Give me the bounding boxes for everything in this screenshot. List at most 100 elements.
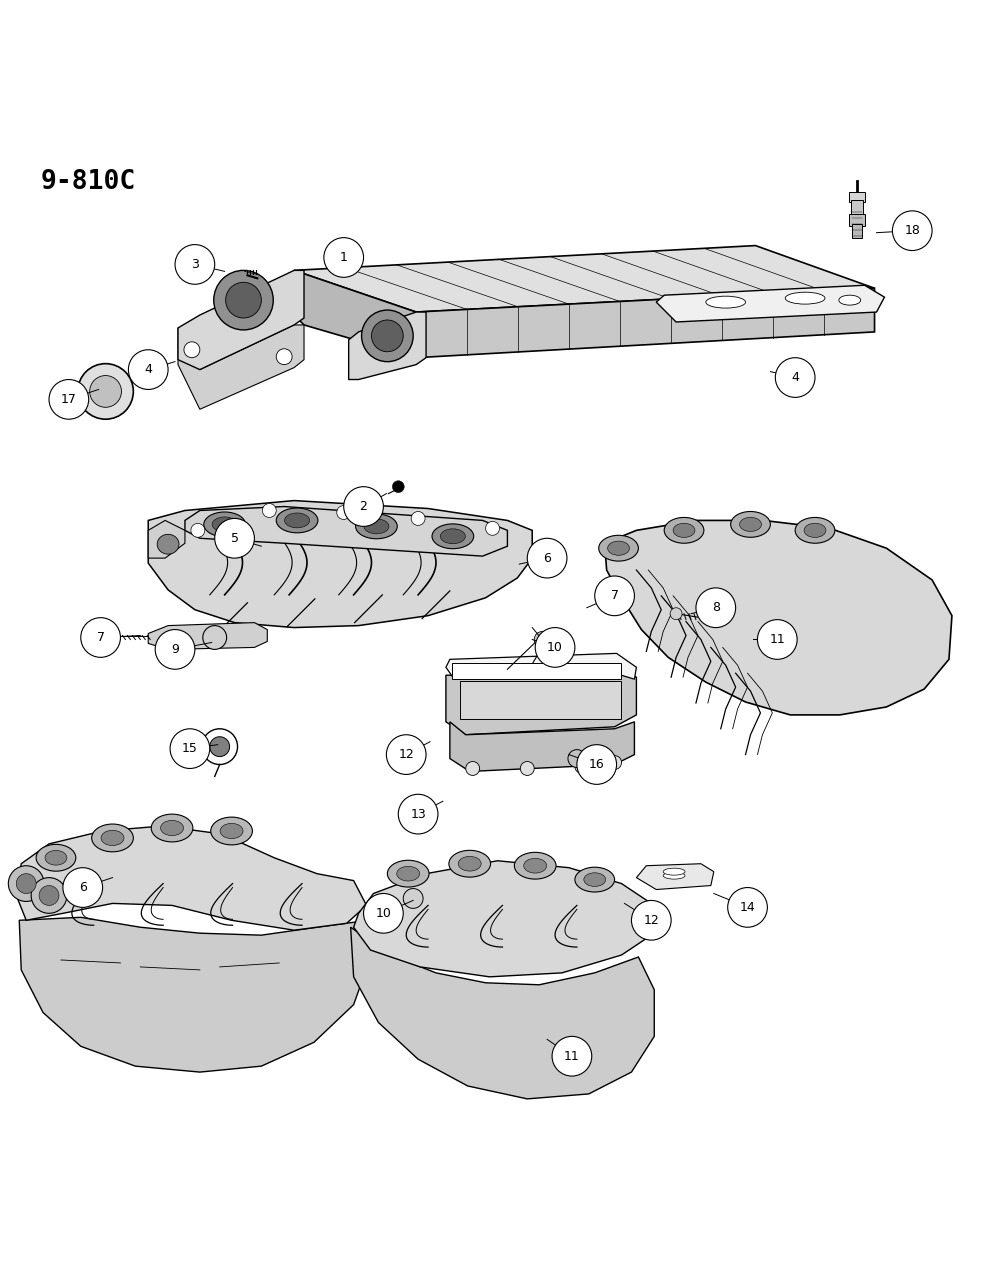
Circle shape (262, 504, 276, 518)
Polygon shape (350, 927, 654, 1099)
Polygon shape (656, 286, 884, 323)
Text: 10: 10 (547, 641, 563, 654)
Text: 4: 4 (790, 371, 798, 384)
Bar (848, 193, 864, 201)
Polygon shape (445, 669, 636, 734)
Polygon shape (294, 246, 874, 312)
Text: 6: 6 (543, 552, 551, 565)
Ellipse shape (101, 830, 124, 845)
Circle shape (485, 521, 499, 536)
Text: 15: 15 (182, 742, 198, 755)
Text: 6: 6 (79, 881, 86, 894)
Ellipse shape (45, 850, 67, 866)
Polygon shape (353, 861, 651, 977)
Text: 3: 3 (191, 258, 199, 270)
Polygon shape (449, 722, 634, 771)
Ellipse shape (160, 820, 183, 835)
Ellipse shape (448, 850, 490, 877)
Circle shape (128, 349, 168, 389)
Circle shape (184, 342, 200, 358)
Circle shape (214, 270, 273, 330)
Polygon shape (604, 520, 951, 715)
Ellipse shape (355, 514, 397, 539)
Ellipse shape (739, 518, 760, 532)
Ellipse shape (440, 529, 465, 543)
Circle shape (756, 620, 796, 659)
Circle shape (411, 511, 424, 525)
Circle shape (695, 588, 735, 627)
Text: 13: 13 (410, 807, 425, 821)
Text: 7: 7 (610, 589, 618, 602)
Circle shape (16, 873, 36, 894)
Ellipse shape (276, 507, 318, 533)
Ellipse shape (387, 861, 428, 887)
Ellipse shape (211, 817, 252, 845)
Circle shape (276, 349, 292, 365)
Polygon shape (19, 917, 368, 1072)
Circle shape (191, 524, 205, 537)
Ellipse shape (364, 519, 389, 534)
Text: 12: 12 (398, 748, 414, 761)
Text: 12: 12 (643, 914, 658, 927)
Circle shape (89, 376, 121, 407)
Circle shape (607, 756, 621, 770)
Text: 7: 7 (96, 631, 104, 644)
Circle shape (577, 745, 616, 784)
Polygon shape (348, 312, 425, 380)
Circle shape (78, 363, 133, 419)
Ellipse shape (673, 523, 694, 538)
Polygon shape (148, 501, 532, 627)
Circle shape (81, 617, 120, 658)
Circle shape (552, 1037, 591, 1076)
Ellipse shape (91, 824, 133, 852)
Circle shape (774, 358, 814, 398)
Ellipse shape (514, 852, 556, 878)
Text: 14: 14 (739, 901, 754, 914)
Bar (850, 200, 862, 215)
Ellipse shape (730, 511, 769, 537)
Bar (459, 681, 620, 719)
Ellipse shape (431, 524, 473, 548)
Polygon shape (16, 826, 366, 931)
Polygon shape (185, 506, 507, 556)
Circle shape (535, 627, 575, 667)
Bar (451, 663, 620, 680)
Text: 4: 4 (144, 363, 152, 376)
Ellipse shape (598, 536, 638, 561)
Text: 2: 2 (359, 500, 367, 513)
Circle shape (8, 866, 44, 901)
Circle shape (534, 631, 550, 648)
Circle shape (631, 900, 671, 940)
Ellipse shape (663, 872, 684, 878)
Circle shape (170, 729, 210, 769)
Ellipse shape (220, 824, 243, 839)
Ellipse shape (784, 292, 824, 305)
Circle shape (727, 887, 766, 927)
Ellipse shape (794, 518, 834, 543)
Circle shape (892, 210, 931, 250)
Ellipse shape (575, 867, 614, 892)
Circle shape (403, 889, 422, 908)
Circle shape (31, 877, 67, 913)
Circle shape (398, 794, 437, 834)
Circle shape (203, 626, 227, 649)
Text: 11: 11 (564, 1049, 580, 1063)
Circle shape (155, 630, 195, 669)
Circle shape (202, 729, 238, 765)
Polygon shape (148, 520, 185, 558)
Circle shape (343, 487, 383, 527)
Circle shape (670, 608, 681, 620)
Ellipse shape (663, 868, 684, 875)
Ellipse shape (204, 513, 246, 537)
Text: 11: 11 (768, 632, 784, 646)
Ellipse shape (838, 296, 860, 305)
Circle shape (336, 505, 350, 519)
Circle shape (363, 894, 403, 933)
Polygon shape (415, 288, 874, 358)
Text: 10: 10 (375, 907, 391, 919)
Ellipse shape (36, 844, 76, 871)
Ellipse shape (157, 534, 179, 555)
Ellipse shape (583, 873, 605, 886)
Circle shape (386, 734, 425, 774)
Circle shape (520, 761, 534, 775)
